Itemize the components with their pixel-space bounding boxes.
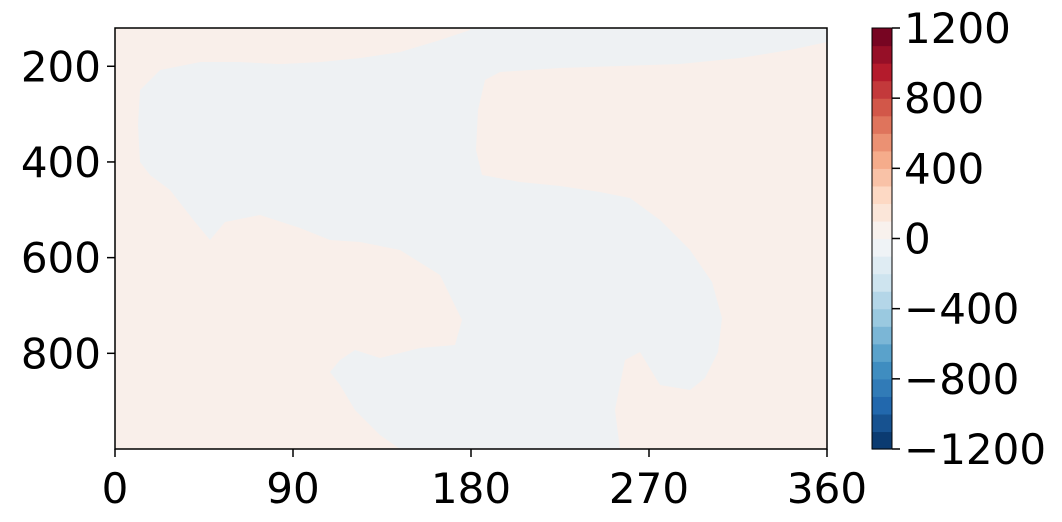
colorbar-level (872, 431, 892, 450)
x-tick-label: 360 (787, 464, 867, 513)
colorbar-level (872, 396, 892, 415)
negative-anomaly-region (138, 28, 827, 449)
y-tick-label: 400 (21, 138, 101, 187)
y-tick-label: 200 (21, 42, 101, 91)
x-axis: 0 90 180 270 360 (102, 449, 867, 513)
colorbar-level (872, 308, 892, 327)
colorbar-level (872, 343, 892, 362)
y-tick-label: 600 (21, 234, 101, 283)
colorbar-level (872, 115, 892, 134)
colorbar-level (872, 133, 892, 152)
colorbar-tick-label: −1200 (904, 425, 1046, 474)
colorbar-level (872, 291, 892, 310)
colorbar-level (872, 361, 892, 380)
colorbar-level (872, 150, 892, 169)
colorbar-tick-label: 1200 (904, 4, 1011, 53)
x-tick-label: 180 (431, 464, 511, 513)
colorbar-level (872, 80, 892, 99)
colorbar-level (872, 63, 892, 82)
colorbar-axis: 1200 800 400 0 −400 −800 −1200 (892, 4, 1046, 474)
colorbar-level (872, 28, 892, 47)
plot-area (114, 27, 828, 450)
colorbar-level (872, 256, 892, 275)
colorbar-tick-label: 800 (904, 74, 984, 123)
colorbar-level (872, 185, 892, 205)
x-tick-label: 90 (266, 464, 319, 513)
colorbar (871, 27, 893, 450)
x-tick-label: 270 (609, 464, 689, 513)
colorbar-tick-label: −800 (904, 355, 1019, 404)
colorbar-level (872, 413, 892, 433)
y-axis: 200 400 600 800 (21, 42, 115, 378)
colorbar-level (872, 203, 892, 222)
colorbar-level (872, 45, 892, 64)
y-tick-label: 800 (21, 329, 101, 378)
colorbar-level (872, 326, 892, 345)
colorbar-tick-label: 400 (904, 144, 984, 193)
colorbar-tick-label: 0 (904, 215, 931, 264)
colorbar-level (872, 98, 892, 117)
colorbar-level (872, 168, 892, 187)
colorbar-level (872, 238, 892, 257)
positive-anomaly-region (140, 28, 470, 90)
colorbar-level (872, 220, 892, 240)
colorbar-level (872, 273, 892, 292)
colorbar-tick-label: −400 (904, 285, 1019, 334)
colorbar-level (872, 378, 892, 397)
x-tick-label: 0 (102, 464, 129, 513)
